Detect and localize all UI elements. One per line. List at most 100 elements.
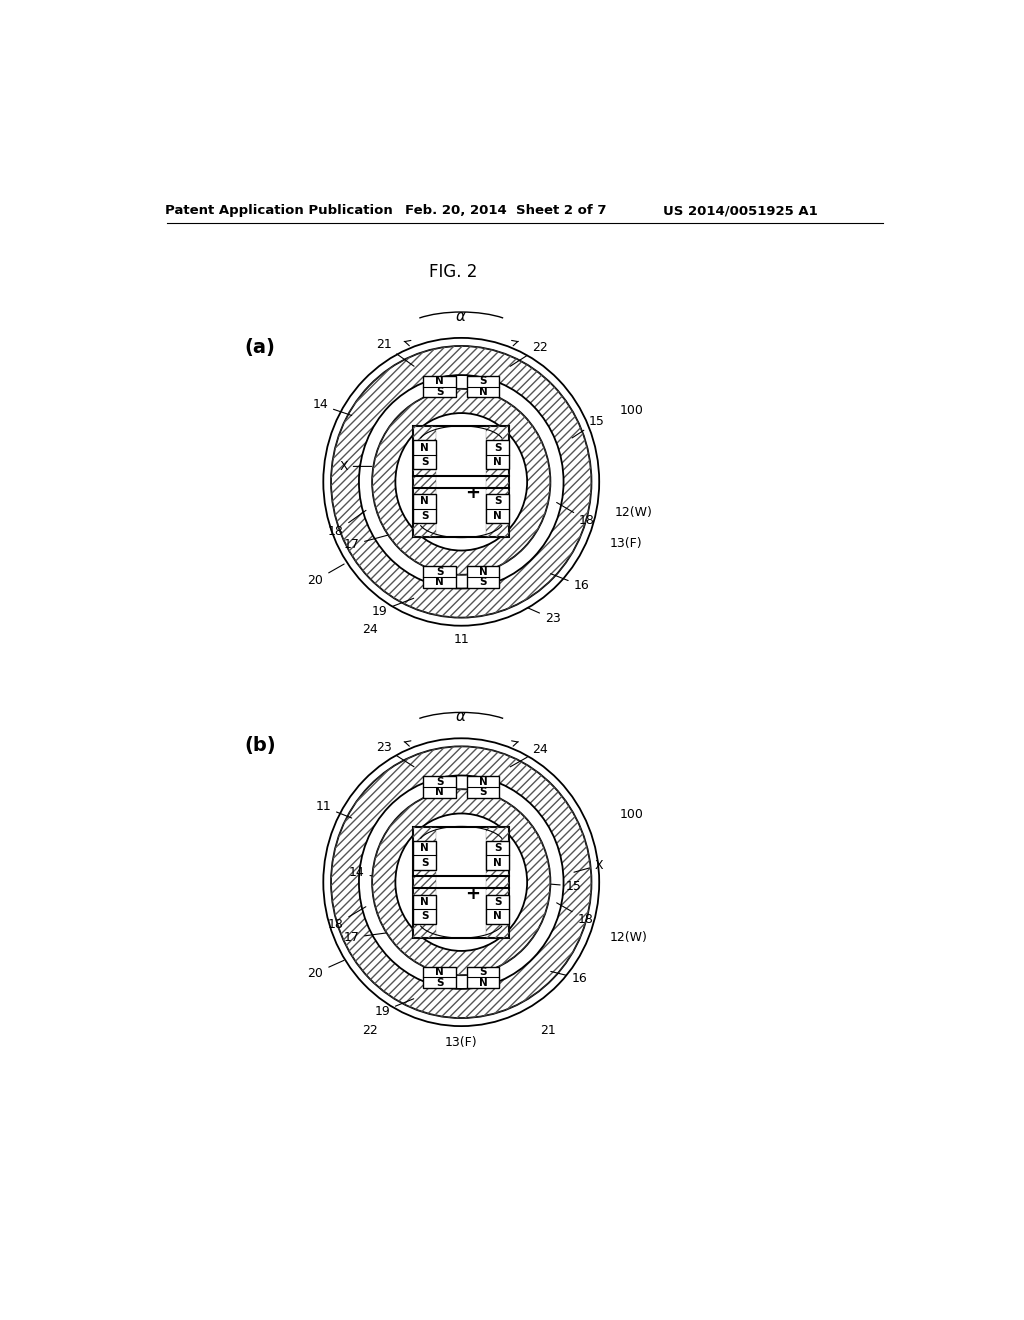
Text: 11: 11 [315, 800, 351, 818]
Text: S: S [436, 566, 443, 577]
Text: 100: 100 [621, 404, 644, 417]
Text: 22: 22 [361, 1023, 378, 1036]
Text: N: N [478, 566, 487, 577]
Text: X: X [574, 859, 603, 873]
Text: X: X [339, 459, 372, 473]
Text: 15: 15 [572, 416, 605, 438]
Bar [423, 376, 456, 397]
Text: 13(F): 13(F) [610, 537, 643, 550]
Text: S: S [436, 387, 443, 397]
Text: 17: 17 [343, 931, 389, 944]
Text: S: S [421, 511, 429, 521]
Text: 11: 11 [454, 634, 469, 647]
Text: 14: 14 [312, 399, 351, 416]
Text: 19: 19 [375, 999, 414, 1018]
Text: 22: 22 [510, 341, 548, 367]
Text: Patent Application Publication: Patent Application Publication [165, 205, 393, 218]
Text: N: N [421, 442, 429, 453]
Text: N: N [494, 457, 502, 467]
Text: $\alpha$: $\alpha$ [456, 309, 467, 323]
Ellipse shape [359, 375, 563, 589]
Bar [467, 966, 500, 989]
Bar [414, 494, 436, 524]
Text: N: N [435, 376, 444, 387]
Text: 12(W): 12(W) [614, 506, 652, 519]
Ellipse shape [331, 746, 592, 1018]
Bar [414, 826, 436, 937]
Bar [467, 376, 500, 397]
Text: N: N [421, 843, 429, 853]
Text: S: S [421, 858, 429, 867]
Text: S: S [494, 896, 502, 907]
Text: N: N [478, 387, 487, 397]
Text: US 2014/0051925 A1: US 2014/0051925 A1 [663, 205, 817, 218]
Ellipse shape [359, 775, 563, 989]
Text: N: N [435, 968, 444, 977]
Bar [423, 966, 456, 989]
Text: 20: 20 [307, 961, 344, 979]
Bar [423, 566, 456, 587]
Bar [467, 566, 500, 587]
Bar [486, 895, 509, 924]
Text: S: S [494, 843, 502, 853]
Text: 24: 24 [510, 743, 548, 767]
Text: N: N [478, 978, 487, 987]
Text: S: S [436, 776, 443, 787]
Text: N: N [494, 858, 502, 867]
Bar [486, 426, 509, 537]
Bar [414, 841, 436, 870]
Text: S: S [479, 577, 486, 587]
Ellipse shape [324, 338, 599, 626]
Text: Feb. 20, 2014  Sheet 2 of 7: Feb. 20, 2014 Sheet 2 of 7 [404, 205, 606, 218]
Text: N: N [478, 776, 487, 787]
Text: 15: 15 [512, 879, 582, 892]
Text: N: N [421, 496, 429, 507]
Text: S: S [421, 912, 429, 921]
Text: 23: 23 [527, 607, 560, 626]
Text: 17: 17 [343, 535, 389, 552]
Text: FIG. 2: FIG. 2 [429, 264, 477, 281]
Text: $\alpha$: $\alpha$ [456, 709, 467, 725]
Text: 13(F): 13(F) [445, 1036, 477, 1049]
Text: (a): (a) [245, 338, 275, 356]
Bar [486, 441, 509, 470]
Text: 100: 100 [621, 808, 644, 821]
Text: +: + [465, 484, 480, 503]
Bar [414, 441, 436, 470]
Text: (b): (b) [244, 735, 275, 755]
Bar [414, 426, 509, 537]
Text: +: + [465, 884, 480, 903]
Text: N: N [494, 511, 502, 521]
Text: 16: 16 [551, 972, 587, 985]
Text: S: S [494, 496, 502, 507]
Text: 21: 21 [541, 1023, 556, 1036]
Text: 14: 14 [349, 866, 411, 883]
Text: N: N [435, 577, 444, 587]
Text: S: S [436, 978, 443, 987]
Text: 18: 18 [557, 903, 593, 925]
Text: 24: 24 [361, 623, 378, 636]
Text: 18: 18 [328, 907, 366, 931]
Text: S: S [479, 376, 486, 387]
Text: S: S [479, 788, 486, 797]
Text: S: S [421, 457, 429, 467]
Text: N: N [494, 912, 502, 921]
Text: 19: 19 [372, 598, 414, 618]
Text: N: N [435, 788, 444, 797]
Ellipse shape [395, 813, 527, 950]
Text: 20: 20 [307, 564, 344, 587]
Bar [414, 895, 436, 924]
Text: 21: 21 [376, 338, 414, 366]
Bar [423, 776, 456, 797]
Ellipse shape [372, 389, 550, 574]
Text: 12(W): 12(W) [610, 931, 648, 944]
Text: 16: 16 [551, 574, 589, 593]
Bar [414, 426, 436, 537]
Text: S: S [494, 442, 502, 453]
Bar [414, 826, 509, 937]
Text: S: S [479, 968, 486, 977]
Ellipse shape [331, 346, 592, 618]
Ellipse shape [324, 738, 599, 1026]
Bar [486, 826, 509, 937]
Ellipse shape [395, 413, 527, 550]
